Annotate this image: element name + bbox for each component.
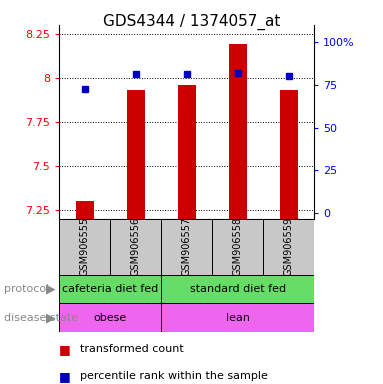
Bar [178,85,196,219]
Bar [280,90,298,219]
Bar [59,275,161,303]
Text: GSM906557: GSM906557 [182,217,192,276]
Text: cafeteria diet fed: cafeteria diet fed [62,284,159,294]
Text: obese: obese [94,313,127,323]
Text: disease state: disease state [4,313,78,323]
Text: GSM906559: GSM906559 [283,217,294,276]
Bar [59,219,110,275]
Text: standard diet fed: standard diet fed [190,284,286,294]
Text: percentile rank within the sample: percentile rank within the sample [80,371,268,381]
Text: GDS4344 / 1374057_at: GDS4344 / 1374057_at [103,13,280,30]
Bar [263,219,314,275]
Bar [161,275,314,303]
Text: lean: lean [226,313,250,323]
Bar [161,303,314,332]
Text: GSM906555: GSM906555 [80,217,90,276]
Bar [161,219,212,275]
Bar [59,303,161,332]
Text: ▶: ▶ [46,283,56,295]
Bar [110,219,161,275]
Text: GSM906558: GSM906558 [232,217,243,276]
Bar [212,219,263,275]
Text: GSM906556: GSM906556 [131,217,141,276]
Text: protocol: protocol [4,284,49,294]
Text: transformed count: transformed count [80,344,184,354]
Bar [229,45,247,219]
Text: ■: ■ [59,370,71,383]
Bar [127,90,145,219]
Text: ▶: ▶ [46,311,56,324]
Text: ■: ■ [59,343,71,356]
Bar [76,201,94,219]
